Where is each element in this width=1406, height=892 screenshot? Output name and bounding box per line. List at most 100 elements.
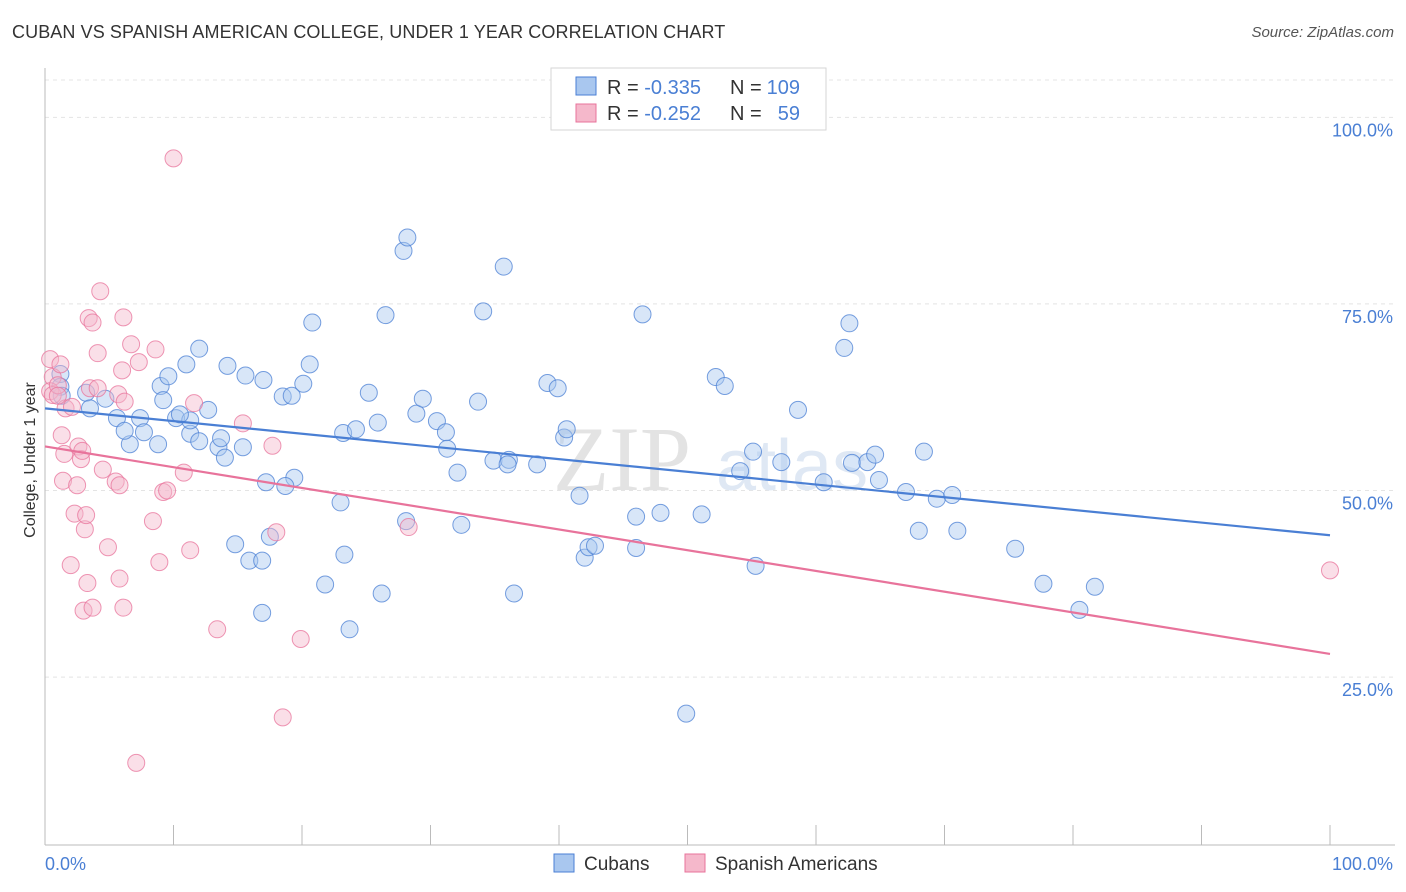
bottom-legend-label-cubans: Cubans (584, 854, 650, 875)
data-points (41, 149, 1339, 772)
point-cubans-101 (1006, 539, 1025, 558)
point-spanish-45 (158, 481, 177, 500)
point-cubans-42 (331, 493, 350, 512)
point-cubans-86 (772, 453, 791, 472)
point-cubans-63 (494, 257, 513, 276)
point-cubans-18 (190, 339, 209, 358)
stats-legend: R = -0.335 N = 109 R = -0.252 N = 59 (550, 67, 827, 131)
point-cubans-79 (677, 704, 696, 723)
legend-n-value-1: 109 (767, 77, 800, 99)
point-spanish-37 (114, 598, 133, 617)
point-spanish-25 (88, 344, 107, 363)
point-spanish-17 (75, 520, 94, 539)
point-spanish-36 (115, 392, 134, 411)
point-cubans-40 (253, 603, 272, 622)
legend-n-label-1: N = (730, 77, 762, 99)
point-cubans-51 (398, 228, 417, 247)
point-cubans-65 (498, 455, 517, 474)
point-spanish-13 (68, 476, 87, 495)
bottom-legend-swatch-spanish (684, 853, 706, 873)
point-cubans-84 (744, 442, 763, 461)
point-spanish-49 (185, 394, 204, 413)
point-cubans-70 (557, 420, 576, 439)
series-legend: Cubans Spanish Americans (553, 853, 878, 875)
y-axis-label: College, Under 1 year (22, 382, 39, 538)
point-cubans-61 (474, 302, 493, 321)
svg-text:N =: N = (730, 77, 762, 99)
point-cubans-27 (254, 371, 273, 390)
point-cubans-24 (218, 356, 237, 375)
legend-box (550, 67, 827, 131)
point-cubans-78 (651, 503, 670, 522)
watermark: ZIP atlas (553, 408, 868, 510)
trend-line-spanish (44, 445, 1331, 656)
point-cubans-93 (866, 445, 885, 464)
watermark-zip: ZIP (553, 408, 691, 510)
point-cubans-28 (273, 387, 292, 406)
legend-n-label-2: N = (730, 103, 762, 125)
source-credit: Source: ZipAtlas.com (1251, 24, 1394, 41)
point-cubans-15 (190, 432, 209, 451)
point-cubans-99 (943, 485, 962, 504)
trend-lines (44, 407, 1331, 656)
point-cubans-98 (927, 489, 946, 508)
point-cubans-80 (692, 505, 711, 524)
point-cubans-96 (909, 521, 928, 540)
point-spanish-18 (77, 506, 96, 525)
point-cubans-75 (627, 507, 646, 526)
watermark-atlas: atlas (716, 426, 868, 506)
point-cubans-68 (548, 379, 567, 398)
legend-r-value-2: -0.252 (644, 103, 701, 125)
point-cubans-53 (407, 404, 426, 423)
point-spanish-35 (114, 308, 133, 327)
point-spanish-55 (291, 630, 310, 649)
point-spanish-28 (93, 460, 112, 479)
point-cubans-67 (538, 374, 557, 393)
point-cubans-108 (372, 584, 391, 603)
point-spanish-32 (110, 476, 129, 495)
point-cubans-50 (394, 241, 413, 260)
point-cubans-58 (448, 463, 467, 482)
point-spanish-46 (164, 149, 183, 168)
point-cubans-41 (316, 575, 335, 594)
point-spanish-52 (263, 436, 282, 455)
point-cubans-12 (154, 391, 173, 410)
x-tick-label-0: 0.0% (45, 854, 86, 874)
point-spanish-54 (273, 708, 292, 727)
point-spanish-34 (113, 361, 132, 380)
point-cubans-31 (300, 355, 319, 374)
point-spanish-43 (150, 553, 169, 572)
point-cubans-54 (413, 389, 432, 408)
point-cubans-36 (226, 535, 245, 554)
point-cubans-59 (452, 515, 471, 534)
point-spanish-48 (181, 541, 200, 560)
legend-r-label-2: R = (607, 103, 644, 125)
point-spanish-26 (88, 379, 107, 398)
point-spanish-33 (110, 569, 129, 588)
point-spanish-4 (48, 376, 67, 395)
chart-title: CUBAN VS SPANISH AMERICAN COLLEGE, UNDER… (12, 22, 726, 42)
point-spanish-38 (122, 335, 141, 354)
point-spanish-39 (129, 353, 148, 372)
point-spanish-41 (143, 512, 162, 531)
point-spanish-10 (53, 471, 72, 490)
point-cubans-77 (633, 305, 652, 324)
point-spanish-31 (109, 385, 128, 404)
point-spanish-53 (267, 523, 286, 542)
point-cubans-38 (253, 551, 272, 570)
svg-text:R = -0.335: R = -0.335 (607, 77, 701, 99)
y-tick-label-1: 75.0% (1342, 307, 1393, 327)
point-cubans-106 (115, 421, 134, 440)
legend-n-value-2: 59 (778, 103, 800, 125)
point-cubans-74 (585, 536, 604, 555)
tick-labels: 100.0% 75.0% 50.0% 25.0% 0.0% 100.0% (45, 120, 1393, 874)
trend-line-cubans (44, 407, 1331, 537)
point-cubans-71 (570, 486, 589, 505)
y-tick-label-2: 50.0% (1342, 493, 1393, 513)
point-spanish-58 (48, 386, 67, 405)
point-cubans-48 (368, 413, 387, 432)
point-cubans-37 (240, 551, 259, 570)
point-spanish-5 (51, 355, 70, 374)
point-cubans-60 (469, 392, 488, 411)
point-cubans-90 (840, 314, 859, 333)
